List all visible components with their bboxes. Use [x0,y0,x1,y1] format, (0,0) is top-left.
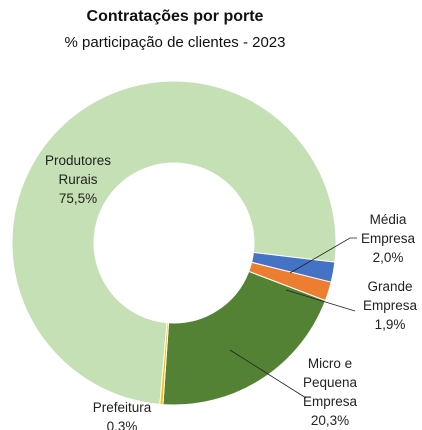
slice-label: Micro e Pequena Empresa [302,356,358,409]
donut-slice [159,322,170,406]
slice-value: 75,5% [58,191,98,206]
slice-label: Produtores Rurais [44,153,112,187]
slice-value: 1,9% [374,317,406,332]
slice-value: 2,0% [372,250,404,265]
slice-label: Média Empresa [360,212,416,246]
leader-line [229,349,307,399]
chart-title: Contratações por porte [86,8,264,25]
leader-line [289,237,357,274]
slice-value: 0,3% [106,419,138,430]
slice-label: Grande Empresa [362,279,418,313]
donut-slice [11,80,337,405]
slice-value: 20,3% [310,413,350,428]
slice-label: Prefeitura [92,400,152,415]
leader-line [285,289,356,312]
donut-slice [162,270,327,406]
chart-subtitle: % participação de clientes - 2023 [64,34,286,51]
